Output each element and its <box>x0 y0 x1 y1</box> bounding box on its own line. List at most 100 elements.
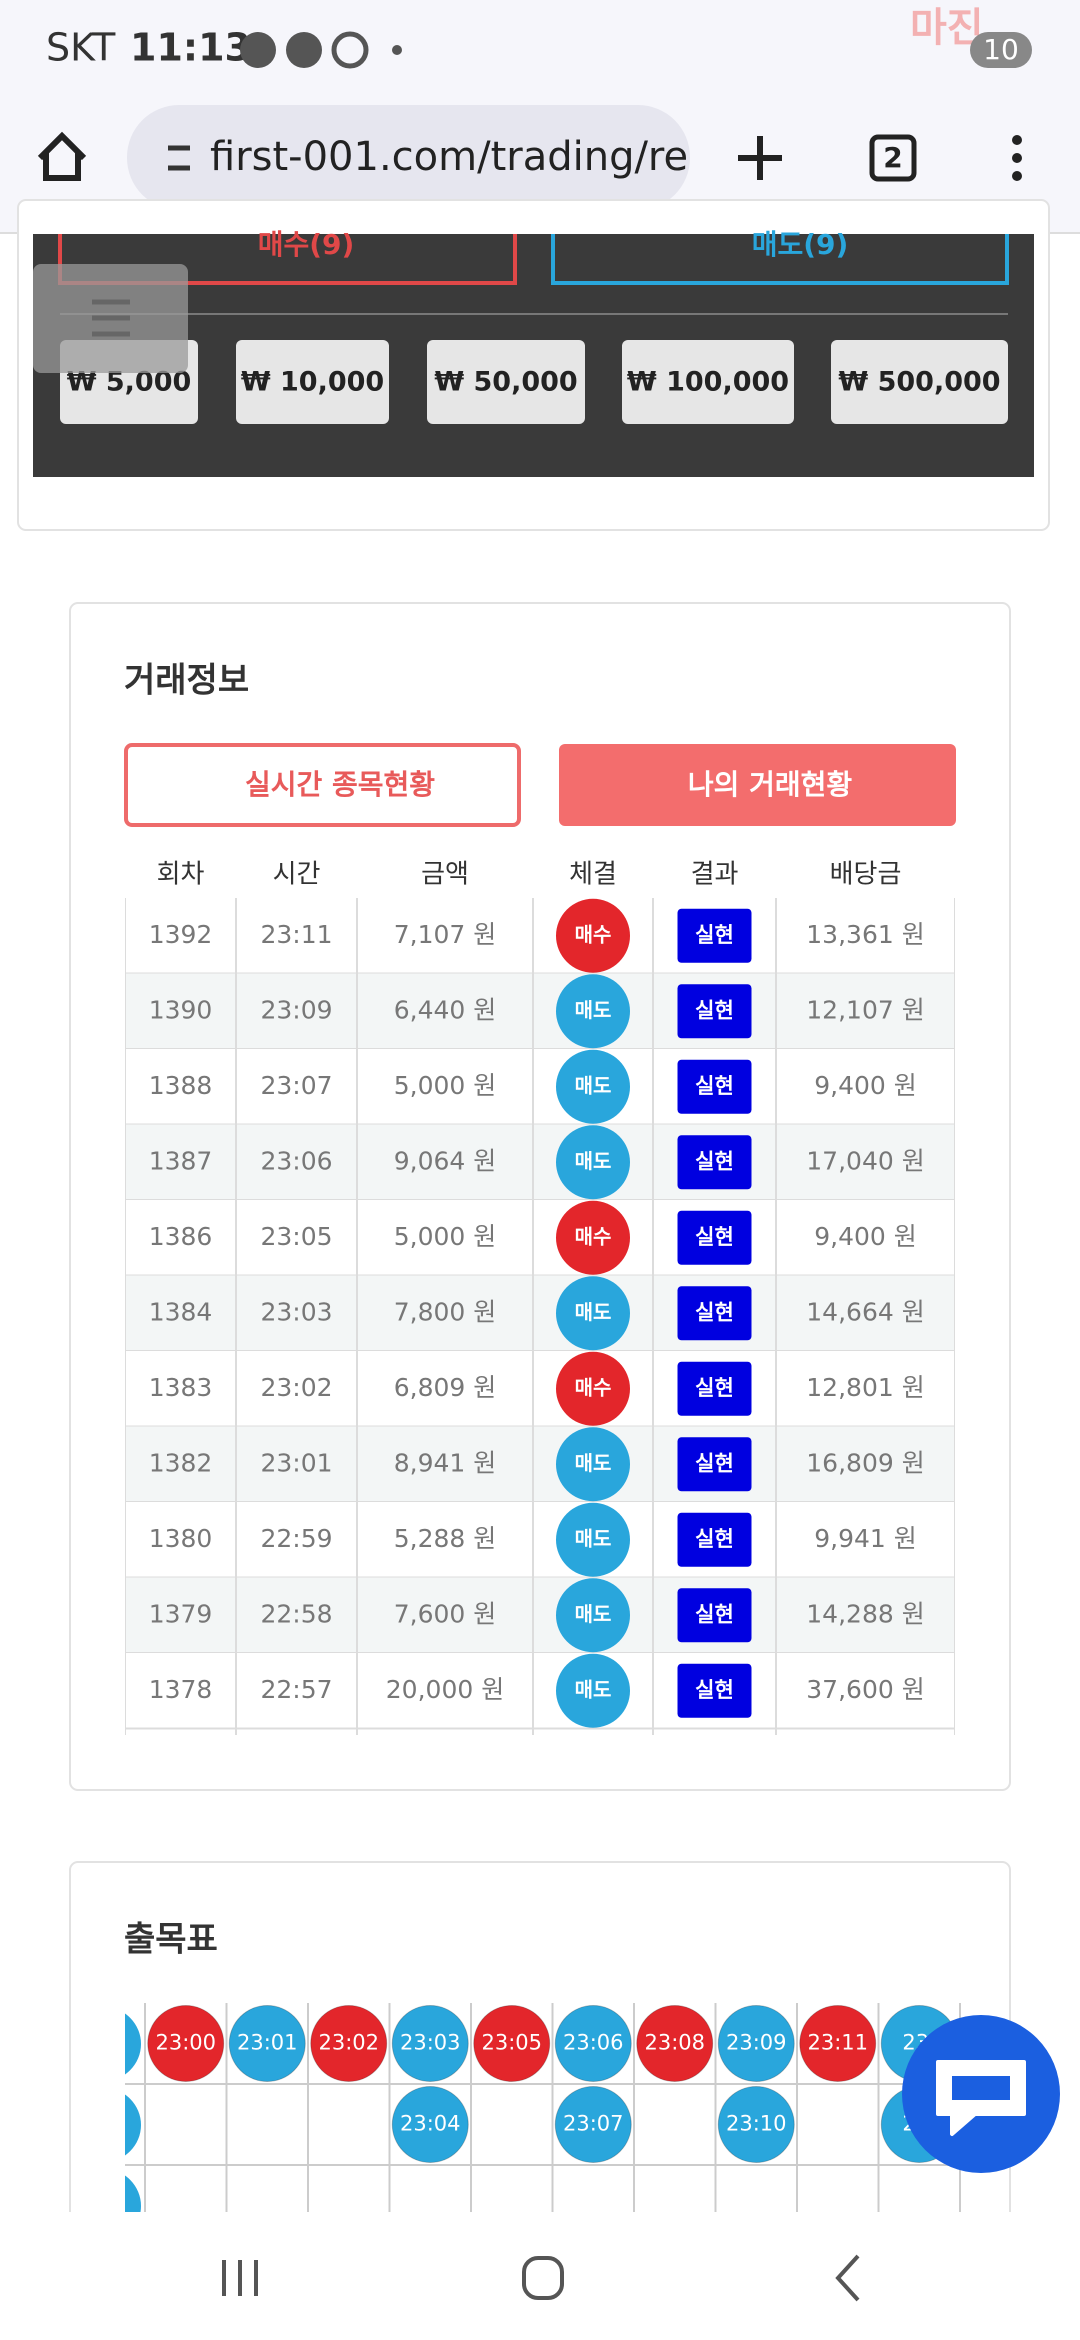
table-row <box>125 1200 955 1276</box>
nav-recents[interactable] <box>222 2260 258 2296</box>
amount-button[interactable] <box>427 340 585 424</box>
menu-dot[interactable] <box>1012 135 1022 145</box>
table-cell: 6,440 원 <box>394 995 497 1024</box>
table-cell: 23:05 <box>260 1222 332 1251</box>
table-cell: 17,040 원 <box>806 1146 924 1175</box>
board-cell <box>391 2005 469 2082</box>
notif-dot <box>392 45 402 55</box>
table-header: 배당금 <box>830 860 902 890</box>
amount-label[interactable]: ₩ 100,000 <box>627 367 789 398</box>
table-cell: 1379 <box>149 1599 213 1628</box>
table-cell: 9,064 원 <box>394 1146 497 1175</box>
board-label: 23:11 <box>807 2031 868 2055</box>
table-header: 시간 <box>273 860 321 890</box>
trade-side: 매수 <box>575 1375 612 1399</box>
home-button[interactable] <box>37 131 87 181</box>
amount-button[interactable] <box>236 340 389 424</box>
trade-badge <box>556 1200 630 1275</box>
board-cell-partial <box>125 2013 141 2075</box>
battery <box>970 32 1032 68</box>
menu-icon[interactable] <box>92 299 130 337</box>
nav-home[interactable] <box>522 2256 564 2300</box>
board-label: 23:01 <box>237 2031 298 2055</box>
table-row <box>125 898 955 974</box>
result-label: 실현 <box>695 1678 734 1702</box>
menu-dot[interactable] <box>1012 153 1022 163</box>
result-label: 실현 <box>695 1149 734 1173</box>
result-badge <box>677 1663 752 1718</box>
trade-badge <box>556 1125 630 1200</box>
amount-label[interactable]: ₩ 50,000 <box>434 367 577 398</box>
board-label: 23:00 <box>155 2031 216 2055</box>
table-cell: 1384 <box>149 1297 213 1326</box>
site-settings-icon[interactable] <box>168 145 190 171</box>
result-badge <box>677 908 752 963</box>
amount-button[interactable] <box>622 340 794 424</box>
table-cell: 8,941 원 <box>394 1448 497 1477</box>
buy-button-frame[interactable] <box>58 234 517 285</box>
board-cell <box>717 2086 795 2163</box>
table-header: 결과 <box>691 860 739 890</box>
nav-back[interactable] <box>835 2254 860 2302</box>
table-row <box>125 1124 955 1200</box>
table-row <box>125 1049 955 1125</box>
table-cell: 22:59 <box>260 1524 332 1553</box>
trade-badge <box>556 1276 630 1351</box>
amount-button[interactable] <box>831 340 1008 424</box>
table-cell: 37,600 원 <box>806 1675 924 1704</box>
table-cell: 16,809 원 <box>806 1448 924 1477</box>
board-label: 23:07 <box>563 2112 624 2136</box>
buy-button[interactable]: 매수(9) <box>258 228 355 261</box>
menu-dot[interactable] <box>1012 171 1022 181</box>
trade-side: 매도 <box>575 1073 612 1097</box>
trade-side: 매도 <box>575 1677 612 1701</box>
new-tab-button[interactable] <box>738 136 782 180</box>
trade-badge <box>556 1502 630 1577</box>
table-cell: 1380 <box>149 1524 213 1553</box>
tabs-button[interactable] <box>869 134 917 182</box>
result-badge <box>677 1210 752 1265</box>
table-cell: 1383 <box>149 1373 213 1402</box>
result-badge <box>677 984 752 1039</box>
board-cell <box>473 2005 551 2082</box>
result-badge <box>677 1588 752 1643</box>
board-label: 23:10 <box>726 2112 787 2136</box>
notif-icon <box>286 32 322 68</box>
result-label: 실현 <box>695 1451 734 1475</box>
table-cell: 1382 <box>149 1448 213 1477</box>
board-label: 23:06 <box>563 2031 624 2055</box>
board-cell <box>310 2005 388 2082</box>
result-label: 실현 <box>695 923 734 947</box>
notif-icon <box>240 32 276 68</box>
trade-side: 매도 <box>575 1300 612 1324</box>
table-cell: 14,664 원 <box>806 1297 924 1326</box>
table-cell: 1390 <box>149 995 213 1024</box>
tab-realtime-label[interactable]: 실시간 종목현황 <box>245 768 435 801</box>
url-bar[interactable] <box>127 105 690 210</box>
board-label: 23:09 <box>726 2031 787 2055</box>
table-cell: 12,107 원 <box>806 995 924 1024</box>
amount-label[interactable]: ₩ 10,000 <box>241 367 384 398</box>
result-label: 실현 <box>695 998 734 1022</box>
table-cell: 6,809 원 <box>394 1373 497 1402</box>
sell-button-frame[interactable] <box>551 234 1009 285</box>
result-label: 실현 <box>695 1074 734 1098</box>
table-cell: 20,000 원 <box>386 1675 504 1704</box>
board-cell <box>391 2086 469 2163</box>
table-row <box>125 1275 955 1351</box>
trade-side: 매도 <box>575 1451 612 1475</box>
amount-label[interactable]: ₩ 500,000 <box>838 367 1000 398</box>
tab-realtime[interactable] <box>124 743 521 827</box>
result-label: 실현 <box>695 1300 734 1324</box>
table-cell: 5,288 원 <box>394 1524 497 1553</box>
sell-button[interactable]: 매도(9) <box>752 228 849 261</box>
tab-mine[interactable] <box>559 744 956 826</box>
board-cell <box>636 2005 714 2082</box>
tab-mine-label[interactable]: 나의 거래현황 <box>688 768 853 801</box>
table-cell: 23:03 <box>260 1297 332 1326</box>
trade-side: 매수 <box>575 1224 612 1248</box>
table-row <box>125 1351 955 1427</box>
table-cell: 5,000 원 <box>394 1222 497 1251</box>
trade-badge <box>556 1049 630 1124</box>
trade-side: 매도 <box>575 1526 612 1550</box>
